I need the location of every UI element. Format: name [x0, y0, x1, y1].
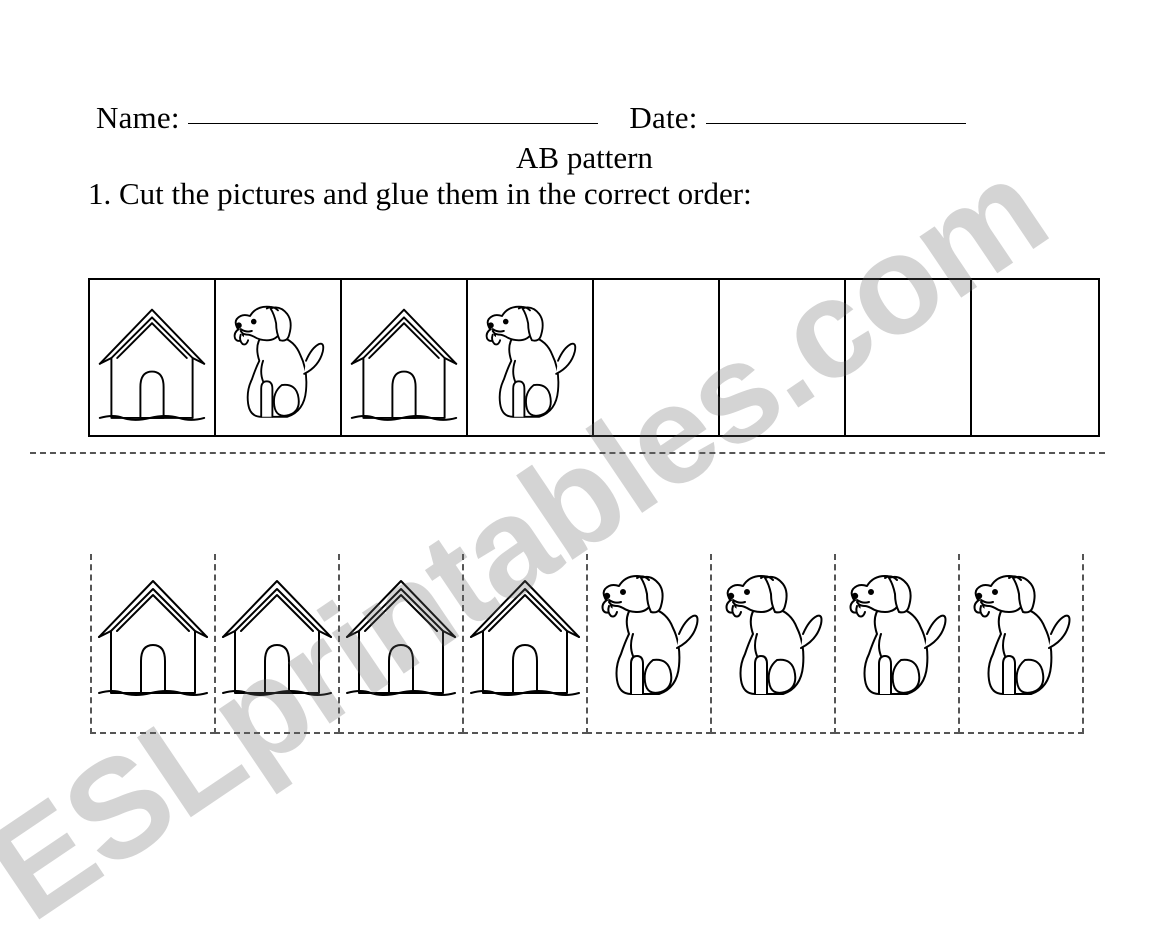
cutouts-row	[90, 554, 1082, 734]
doghouse-icon	[93, 556, 213, 706]
dog-icon	[713, 556, 833, 706]
cut-divider	[30, 452, 1105, 454]
worksheet-title: AB pattern	[0, 140, 1169, 176]
cutout-cell-doghouse	[90, 554, 216, 734]
pattern-cell-empty	[594, 280, 720, 435]
watermark: ESLprintables.com	[0, 128, 1073, 952]
dog-icon	[472, 288, 588, 428]
pattern-cell-doghouse	[90, 280, 216, 435]
pattern-cell-empty	[972, 280, 1098, 435]
date-label: Date:	[629, 100, 697, 135]
cutout-cell-dog	[710, 554, 836, 734]
header-line: Name: Date:	[96, 100, 966, 136]
doghouse-icon	[346, 288, 462, 428]
worksheet-page: ESLprintables.com Name: Date: AB pattern…	[0, 0, 1169, 821]
instruction-text: 1. Cut the pictures and glue them in the…	[88, 176, 752, 212]
pattern-cell-dog	[468, 280, 594, 435]
date-underline	[706, 123, 966, 124]
cutout-cell-dog	[586, 554, 712, 734]
cutout-cell-doghouse	[214, 554, 340, 734]
pattern-row	[88, 278, 1100, 437]
name-underline	[188, 123, 598, 124]
pattern-cell-dog	[216, 280, 342, 435]
cutout-cell-dog	[834, 554, 960, 734]
doghouse-icon	[341, 556, 461, 706]
pattern-cell-doghouse	[342, 280, 468, 435]
doghouse-icon	[94, 288, 210, 428]
doghouse-icon	[217, 556, 337, 706]
name-label: Name:	[96, 100, 180, 135]
dog-icon	[961, 556, 1081, 706]
pattern-cell-empty	[846, 280, 972, 435]
dog-icon	[220, 288, 336, 428]
cutout-cell-doghouse	[462, 554, 588, 734]
cutout-cell-dog	[958, 554, 1084, 734]
pattern-cell-empty	[720, 280, 846, 435]
cutout-cell-doghouse	[338, 554, 464, 734]
dog-icon	[837, 556, 957, 706]
dog-icon	[589, 556, 709, 706]
doghouse-icon	[465, 556, 585, 706]
